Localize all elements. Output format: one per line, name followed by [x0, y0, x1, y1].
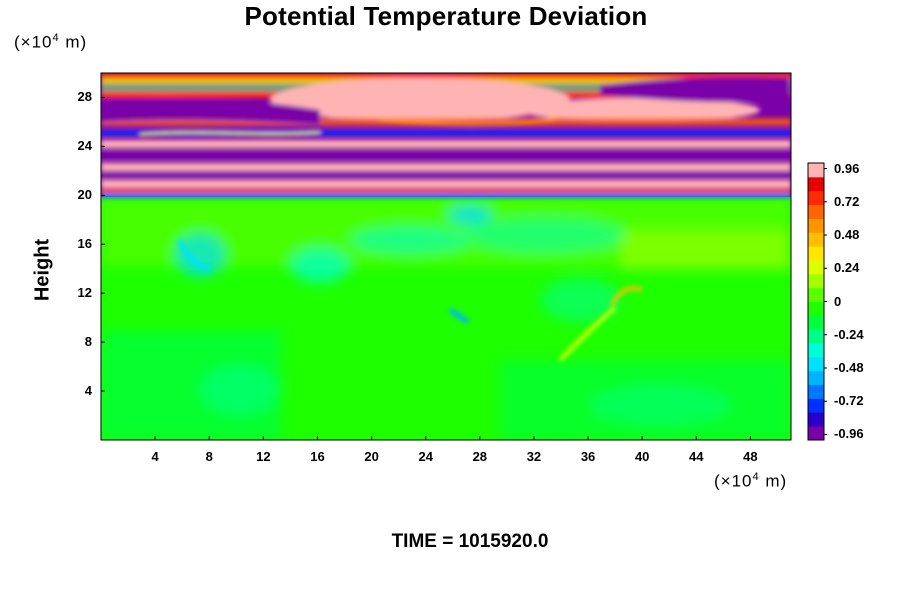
- x-tick-label: 48: [743, 449, 758, 464]
- colorbar-label: -0.48: [834, 359, 864, 375]
- colorbar-label: 0.48: [834, 227, 860, 243]
- x-tick-label: 44: [689, 449, 704, 464]
- y-unit-exponent: 4: [52, 32, 60, 44]
- patch: [448, 205, 492, 225]
- colorbar-swatch: [808, 384, 824, 399]
- patch: [620, 230, 791, 270]
- patch: [590, 385, 730, 425]
- y-tick-label: 28: [77, 89, 92, 105]
- band: [101, 172, 791, 178]
- x-tick-label: 32: [526, 449, 542, 464]
- colorbar-swatch: [808, 259, 824, 275]
- heatmap-field: [101, 73, 791, 440]
- colorbar-swatch: [808, 163, 824, 178]
- y-tick-label: 24: [77, 138, 92, 154]
- colorbar-swatch: [808, 315, 824, 330]
- band: [101, 140, 791, 148]
- x-tick-label: 36: [580, 449, 596, 464]
- y-tick-label: 12: [77, 285, 92, 301]
- colorbar-swatch: [808, 356, 824, 372]
- streak: [558, 306, 617, 362]
- colorbar-swatch: [808, 176, 824, 192]
- patch: [350, 226, 470, 254]
- colorbar-label: 0.96: [834, 160, 860, 176]
- x-tick-label: 28: [472, 449, 488, 464]
- band: [101, 180, 791, 188]
- band: [101, 189, 791, 193]
- plot-frame: [100, 72, 792, 441]
- x-tick-label: 24: [418, 449, 433, 464]
- colorbar-swatch: [808, 204, 824, 219]
- patch: [175, 233, 225, 277]
- band: [379, 116, 561, 127]
- colorbar-swatch: [808, 398, 824, 413]
- x-unit-suffix: m): [759, 471, 788, 491]
- x-unit-prefix: (×10: [714, 471, 753, 491]
- colorbar-swatch: [808, 246, 824, 261]
- x-ticks: [154, 436, 751, 440]
- x-tick-label: 16: [310, 449, 325, 464]
- colorbar-label: 0.24: [834, 260, 860, 276]
- colorbar-label: 0: [834, 293, 842, 309]
- band: [101, 163, 791, 171]
- lower-field-streaks: [177, 239, 643, 362]
- colorbar-swatch: [808, 412, 824, 427]
- band: [101, 193, 791, 198]
- colorbar-swatch: [808, 301, 824, 316]
- colorbar-label: 0.72: [834, 193, 860, 209]
- y-tick-label: 16: [77, 236, 92, 252]
- x-tick-label: 4: [151, 449, 159, 464]
- colorbar-swatch: [808, 232, 824, 247]
- colorbar-swatch: [808, 218, 824, 233]
- band: [101, 130, 791, 136]
- streak: [177, 239, 211, 273]
- x-tick-label: 20: [364, 449, 379, 464]
- y-unit-prefix: (×10: [14, 32, 53, 52]
- band: [139, 130, 321, 137]
- band: [101, 98, 320, 125]
- band: [520, 98, 760, 122]
- band: [101, 118, 791, 126]
- colorbar-swatch: [808, 370, 824, 386]
- colorbar-swatch: [808, 190, 824, 206]
- x-tick-label: 8: [205, 449, 213, 464]
- colorbar-swatch: [808, 287, 824, 302]
- band: [101, 150, 791, 160]
- y-tick-label: 20: [77, 187, 92, 203]
- patch: [540, 278, 620, 322]
- colorbar-swatch: [808, 273, 824, 289]
- colorbar-swatch: [808, 343, 824, 358]
- colorbar-label: -0.72: [834, 393, 864, 409]
- lower-field-patches: [101, 196, 791, 440]
- y-unit-suffix: m): [59, 32, 88, 52]
- upper-bands: [101, 73, 791, 198]
- x-tick-label: 12: [256, 449, 271, 464]
- y-tick-label: 4: [84, 383, 92, 399]
- y-axis-unit: (×104 m): [14, 32, 87, 53]
- time-label: TIME = 1015920.0: [391, 531, 549, 552]
- band: [270, 78, 570, 122]
- x-unit-exponent: 4: [752, 471, 760, 483]
- y-ticks: [101, 96, 105, 392]
- colorbar-swatch: [808, 426, 824, 441]
- patch: [200, 365, 280, 415]
- patch: [290, 247, 350, 283]
- colorbar-swatch: [808, 329, 824, 344]
- streak: [448, 307, 470, 325]
- chart-title: Potential Temperature Deviation: [244, 1, 648, 31]
- x-axis-unit: (×104 m): [714, 471, 787, 492]
- colorbar-label: -0.24: [834, 326, 864, 342]
- x-tick-label: 40: [634, 449, 650, 464]
- patch: [465, 217, 625, 253]
- colorbar-label: -0.96: [834, 426, 864, 442]
- streak: [610, 286, 643, 306]
- colorbar: [807, 162, 827, 441]
- y-tick-label: 8: [84, 334, 92, 350]
- band: [600, 77, 790, 103]
